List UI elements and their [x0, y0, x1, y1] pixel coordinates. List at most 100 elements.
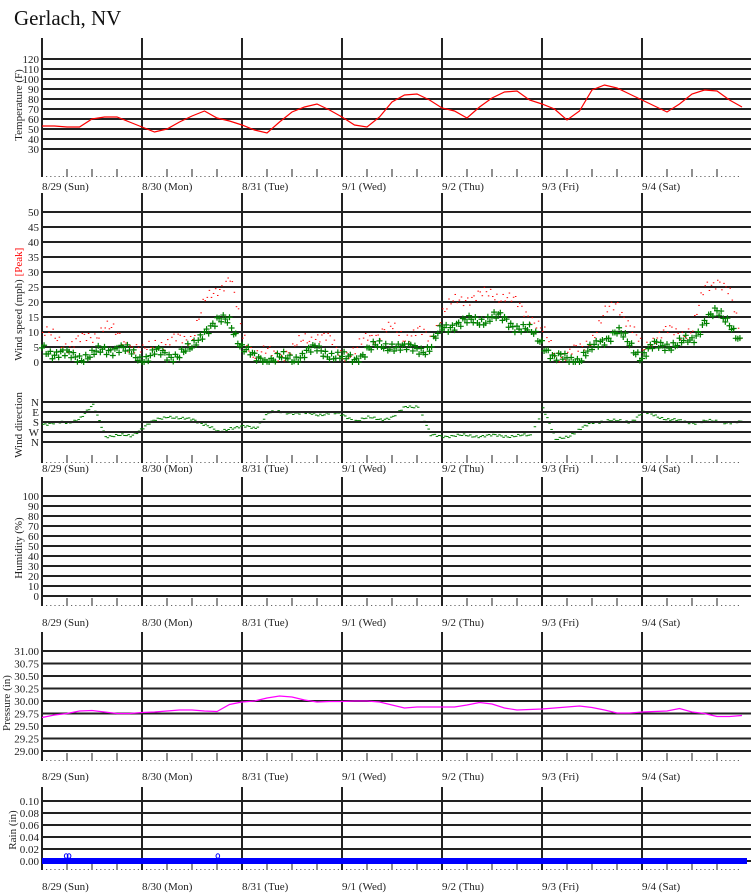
- tick-minor: [575, 760, 577, 761]
- wind-speed-point: [426, 348, 433, 355]
- wind-peak-point: [579, 343, 581, 345]
- tick-minor: [237, 605, 239, 606]
- wind-speed-point: [195, 337, 202, 344]
- wind-peak-point: [717, 279, 719, 281]
- wind-speed-point: [559, 356, 566, 363]
- wind-direction-point: [339, 414, 343, 416]
- wind-peak-point: [667, 332, 669, 334]
- wind-peak-point: [735, 312, 738, 314]
- wind-speed-point: [368, 346, 375, 353]
- wind-direction-point: [723, 423, 726, 425]
- tick-minor: [508, 176, 510, 177]
- tick-minor: [721, 869, 723, 870]
- tick-minor: [296, 605, 298, 606]
- wind-speed-point: [726, 322, 733, 329]
- tick-minor: [300, 462, 302, 463]
- tick-minor: [412, 176, 414, 177]
- wind-direction-point: [277, 410, 280, 412]
- tick-minor: [87, 760, 89, 761]
- x-tick-label: 9/2 (Thu): [442, 181, 484, 193]
- tick-minor: [121, 462, 123, 463]
- wind-peak-point: [727, 293, 729, 295]
- wind-direction-point: [569, 435, 572, 437]
- wind-speed-point: [228, 324, 235, 331]
- tick-minor: [612, 176, 614, 177]
- wind-direction-point: [458, 434, 462, 436]
- tick-minor: [650, 176, 652, 177]
- tick-minor: [283, 462, 285, 463]
- tick-minor: [271, 176, 273, 177]
- wind-peak-point: [521, 305, 523, 307]
- wind-speed-point: [328, 350, 335, 357]
- tick-minor: [683, 869, 685, 870]
- tick-minor: [350, 869, 352, 870]
- tick-minor: [408, 869, 410, 870]
- wind-direction-point: [408, 405, 412, 407]
- wind-speed-point: [257, 355, 264, 362]
- tick-minor: [212, 869, 214, 870]
- wind-peak-point: [250, 346, 252, 348]
- tick-minor: [75, 760, 77, 761]
- tick-minor: [179, 176, 181, 177]
- y-axis-title: Rain (in): [7, 810, 19, 850]
- tick-minor: [233, 760, 235, 761]
- tick-minor: [596, 605, 598, 606]
- tick-minor: [271, 869, 273, 870]
- wind-speed-point: [532, 328, 539, 335]
- tick-minor: [333, 605, 335, 606]
- wind-peak-point: [571, 353, 573, 355]
- tick-minor: [296, 176, 298, 177]
- wind-peak-point: [660, 337, 663, 339]
- tick-minor: [400, 176, 402, 177]
- tick-minor: [225, 869, 227, 870]
- wind-direction-point: [475, 435, 478, 437]
- y-axis-title: Temperature (F): [13, 69, 25, 141]
- wind-peak-point: [464, 300, 467, 302]
- wind-peak-point: [427, 340, 429, 342]
- wind-speed-point: [595, 343, 602, 350]
- wind-speed-point: [659, 342, 666, 349]
- wind-speed-point: [668, 347, 675, 354]
- wind-peak-point: [662, 329, 665, 331]
- wind-speed-point: [316, 343, 323, 350]
- wind-direction-point: [83, 412, 87, 414]
- wind-speed-point: [682, 332, 689, 339]
- wind-peak-point: [500, 300, 502, 302]
- tick-minor: [504, 605, 506, 606]
- tick-minor: [287, 176, 289, 177]
- tick-minor: [546, 605, 548, 606]
- tick-minor: [583, 869, 585, 870]
- wind-peak-point: [346, 352, 348, 354]
- tick-minor: [421, 869, 423, 870]
- tick-minor: [158, 869, 160, 870]
- wind-speed-point: [226, 314, 233, 321]
- wind-direction-point: [179, 418, 182, 420]
- tick-minor: [700, 760, 702, 761]
- tick-minor: [604, 869, 606, 870]
- wind-direction-point: [325, 412, 328, 414]
- wind-peak-point: [658, 331, 661, 333]
- tick-minor: [496, 869, 498, 870]
- wind-peak-point: [548, 341, 550, 343]
- wind-peak-point: [354, 353, 356, 355]
- wind-peak-point: [442, 308, 444, 310]
- tick-minor: [387, 176, 389, 177]
- y-tick-label: 50: [28, 207, 40, 219]
- wind-direction-point: [473, 436, 476, 438]
- wind-direction-point: [448, 437, 451, 439]
- wind-speed-point: [514, 323, 520, 330]
- tick-minor: [83, 176, 85, 177]
- wind-direction-point: [504, 435, 507, 437]
- tick-minor: [271, 462, 273, 463]
- wind-speed-point: [245, 343, 252, 350]
- tick-minor: [329, 605, 331, 606]
- wind-speed-point: [497, 309, 504, 316]
- tick-minor: [508, 869, 510, 870]
- wind-peak-point: [694, 315, 696, 317]
- tick-minor: [350, 605, 352, 606]
- wind-direction-point: [387, 418, 391, 420]
- wind-direction-point: [323, 414, 326, 416]
- wind-direction-point: [392, 415, 395, 417]
- tick-minor: [87, 462, 89, 463]
- wind-peak-point: [360, 343, 363, 345]
